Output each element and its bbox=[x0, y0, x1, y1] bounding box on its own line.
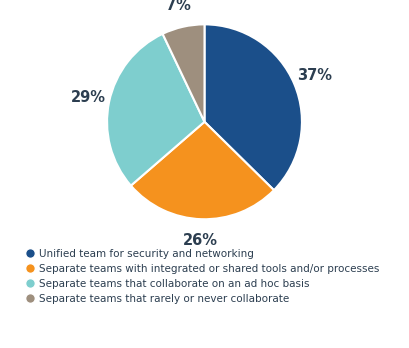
Wedge shape bbox=[131, 122, 274, 219]
Wedge shape bbox=[204, 24, 302, 190]
Text: 37%: 37% bbox=[297, 68, 332, 84]
Text: 29%: 29% bbox=[71, 90, 106, 105]
Text: 7%: 7% bbox=[166, 0, 191, 13]
Text: 26%: 26% bbox=[183, 233, 218, 248]
Legend: Unified team for security and networking, Separate teams with integrated or shar: Unified team for security and networking… bbox=[26, 249, 380, 304]
Wedge shape bbox=[107, 34, 204, 185]
Wedge shape bbox=[163, 24, 204, 122]
